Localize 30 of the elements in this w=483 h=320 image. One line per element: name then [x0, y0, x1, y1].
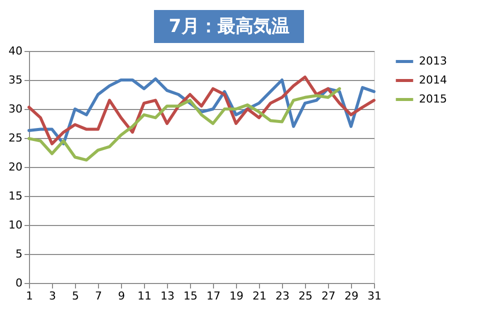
x-tick-label: 17: [206, 290, 220, 302]
x-tick-label: 23: [276, 290, 290, 302]
x-tick-label: 5: [72, 290, 79, 302]
x-tick-label: 27: [322, 290, 336, 302]
y-tick-label: 10: [8, 218, 22, 232]
y-tick-label: 30: [8, 102, 22, 116]
legend-label: 2014: [419, 74, 447, 86]
x-tick-label: 31: [368, 290, 382, 302]
y-tick-label: 0: [16, 276, 22, 290]
x-tick-label: 1: [26, 290, 33, 302]
y-tick-label: 20: [8, 160, 22, 174]
x-tick-label: 9: [118, 290, 125, 302]
y-tick-label: 35: [8, 74, 22, 86]
x-tick-label: 3: [49, 290, 56, 302]
x-tick-label: 19: [230, 290, 244, 302]
x-tick-label: 21: [252, 290, 266, 302]
x-tick-label: 15: [184, 290, 198, 302]
x-tick-label: 29: [344, 290, 358, 302]
x-tick-label: 25: [298, 290, 312, 302]
y-tick-label: 5: [16, 248, 22, 260]
y-tick-label: 15: [8, 190, 22, 202]
y-tick-label: 40: [8, 44, 22, 58]
chart-title: 7月：最高気温: [168, 16, 290, 37]
line-series: [28, 87, 341, 162]
x-tick-label: 7: [95, 290, 102, 302]
x-tick-label: 11: [138, 290, 152, 302]
y-tick-label: 25: [8, 132, 22, 144]
legend-label: 2015: [419, 92, 447, 106]
x-tick-label: 13: [160, 290, 174, 302]
legend-label: 2013: [419, 54, 447, 68]
